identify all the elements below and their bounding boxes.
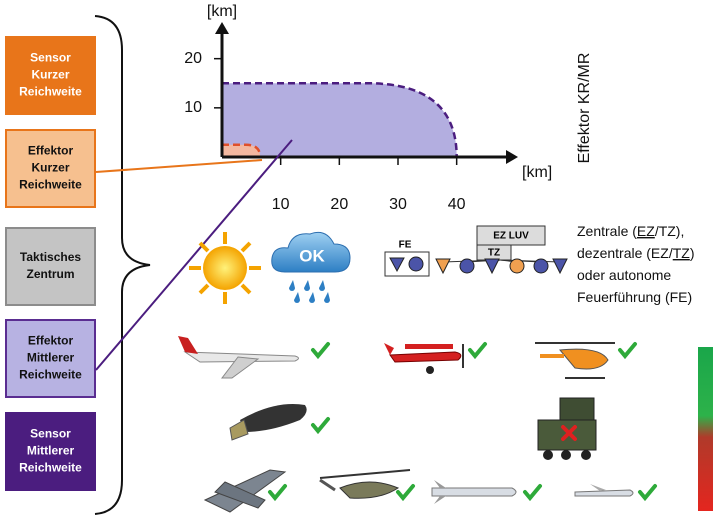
attack-helicopter-icon xyxy=(319,469,411,499)
connector-short-range xyxy=(95,159,263,173)
cruise-missile-icon xyxy=(431,480,517,504)
box-label: Reichweite xyxy=(19,368,82,382)
x-tick-label: 30 xyxy=(389,196,407,213)
x-tick-label: 20 xyxy=(330,196,348,213)
x-tick-label: 10 xyxy=(272,196,290,213)
box xyxy=(5,412,96,491)
note-text: Feuerführung (FE) xyxy=(577,289,692,305)
box-label: Reichweite xyxy=(19,85,82,99)
brace xyxy=(94,15,151,515)
network: FE EZ LUV TZ xyxy=(384,225,568,277)
cloud-icon: OK xyxy=(271,231,351,303)
box-label: Zentrum xyxy=(27,267,75,281)
range-chart: [km] [km] 10 20 30 40 10 20 Effektor KR/MR xyxy=(184,3,593,213)
helicopter-icon xyxy=(535,342,615,379)
sun-icon xyxy=(189,232,261,304)
note-text: Zentrale ( xyxy=(577,223,637,239)
note-text: dezentrale (EZ/ xyxy=(577,245,673,261)
threat-scale-bar xyxy=(698,347,713,511)
box-label: Kurzer xyxy=(31,68,69,82)
y-tick-label: 10 xyxy=(184,99,202,116)
medium-range-area xyxy=(222,83,457,157)
side-label: Effektor KR/MR xyxy=(576,53,593,164)
left-boxes: Sensor Kurzer Reichweite Effektor Kurzer Reic… xyxy=(5,36,96,491)
box-label: Mittlerer xyxy=(27,444,75,458)
short-range-area xyxy=(222,144,261,157)
note-text: TZ xyxy=(673,245,691,261)
cross-mark xyxy=(561,425,577,441)
x-axis-arrow xyxy=(506,150,518,164)
propeller-plane-icon xyxy=(384,343,464,374)
note-text: EZ xyxy=(637,223,655,239)
network-note: Zentrale (EZ/TZ), dezentrale (EZ/TZ) oder … xyxy=(577,223,695,305)
box xyxy=(5,36,96,115)
x-unit: [km] xyxy=(522,164,552,181)
box-label: Kurzer xyxy=(31,161,69,175)
box-label: Reichweite xyxy=(19,178,82,192)
y-axis-arrow xyxy=(215,22,229,34)
y-unit: [km] xyxy=(207,3,237,20)
box-label: Reichweite xyxy=(19,461,82,475)
box-label: Taktisches xyxy=(20,250,81,264)
missile-icon xyxy=(229,404,307,441)
threat-icons xyxy=(178,336,634,513)
ok-label: OK xyxy=(299,246,325,265)
airliner-icon xyxy=(178,336,299,379)
connector-medium-range xyxy=(95,139,293,371)
box-label: Mittlerer xyxy=(27,351,75,365)
x-tick-label: 40 xyxy=(448,196,466,213)
box-label: Effektor xyxy=(28,334,74,348)
box-label: Sensor xyxy=(30,427,71,441)
drone-icon xyxy=(574,484,634,497)
fighter-jet-icon xyxy=(203,469,287,513)
short-range-area-edge xyxy=(222,143,262,158)
box xyxy=(5,129,96,208)
check-marks xyxy=(268,342,657,502)
medium-range-area-edge xyxy=(222,82,458,158)
box xyxy=(5,227,96,306)
note-text: ) xyxy=(690,245,695,261)
note-text: /TZ), xyxy=(655,223,685,239)
box-label: Sensor xyxy=(30,51,71,65)
tz-label: TZ xyxy=(488,248,500,259)
y-tick-label: 20 xyxy=(184,50,202,67)
fe-label: FE xyxy=(399,240,412,251)
ez-luv-label: EZ LUV xyxy=(493,231,529,242)
box xyxy=(5,319,96,398)
note-text: oder autonome xyxy=(577,267,671,283)
box-label: Effektor xyxy=(28,144,74,158)
